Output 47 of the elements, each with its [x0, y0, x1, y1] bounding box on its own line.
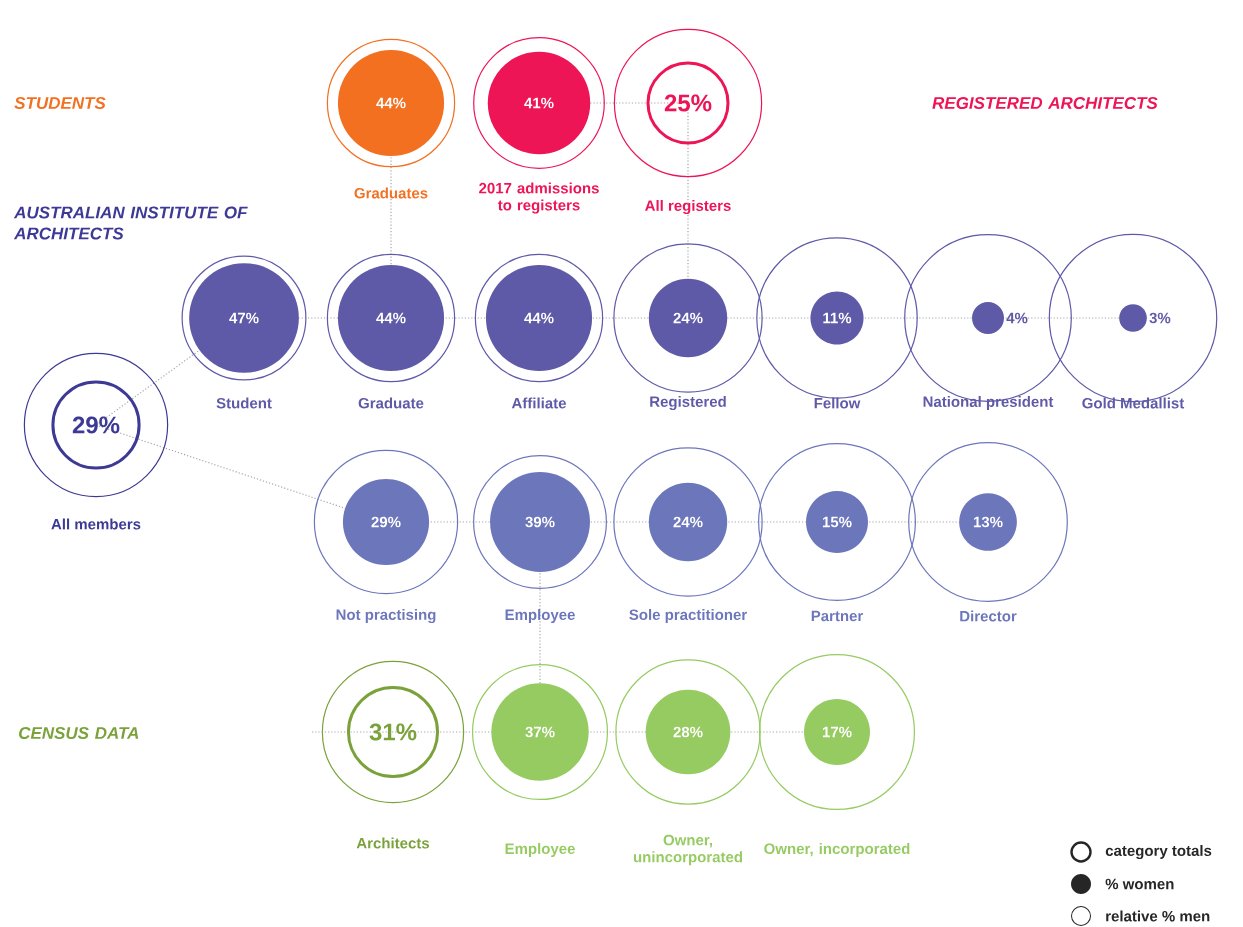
category-label: Graduate [358, 397, 424, 409]
data-label: 37% [525, 726, 555, 738]
category-label: Architects [356, 837, 430, 849]
data-label: 15% [822, 516, 852, 528]
category-label: Not practising [336, 608, 436, 624]
category-label: National president [923, 396, 1054, 410]
category-label: Owner, unincorporated [633, 834, 743, 866]
data-label: 39% [525, 516, 555, 528]
category-label: All registers [645, 199, 731, 215]
data-label: 3% [1149, 312, 1171, 324]
legend-label: CENSUS DATA [19, 726, 139, 740]
category-label: Director [960, 610, 1017, 622]
legend-label: AUSTRALIAN INSTITUTE OF ARCHITECTS [13, 206, 248, 240]
category-label: Sole practitioner [629, 609, 747, 623]
text: category totals [1105, 844, 1212, 860]
data-label: 29% [72, 416, 120, 434]
data-label: 31% [369, 723, 417, 741]
data-label: 25% [664, 94, 712, 112]
category-label: Employee [505, 843, 575, 857]
data-label: 24% [673, 516, 703, 528]
category-label: Graduates [354, 187, 428, 199]
data-label: 13% [973, 516, 1003, 528]
category-label: Gold Medallist [1082, 397, 1185, 409]
category-label: Affiliate [511, 397, 566, 409]
category-label: Fellow [814, 397, 861, 409]
data-label: 44% [376, 97, 406, 109]
data-label: 28% [673, 726, 703, 738]
category-label: 2017 admissions to registers [479, 182, 599, 214]
text: REGISTERED ARCHITECTS [932, 96, 1158, 110]
text: STUDENTS [14, 96, 106, 110]
data-label: 44% [524, 312, 554, 324]
text: % women [1105, 878, 1174, 890]
category-label: All members [51, 518, 141, 530]
category-label: Student [216, 397, 272, 409]
data-label: 41% [524, 97, 554, 109]
data-label: 4% [1006, 312, 1028, 324]
text: relative % men [1106, 910, 1210, 922]
data-label: 17% [822, 726, 852, 738]
category-label: Partner [811, 610, 864, 622]
category-label: Registered [650, 395, 726, 411]
data-label: 24% [673, 312, 703, 324]
data-label: 44% [376, 312, 406, 324]
data-label: 11% [823, 312, 852, 324]
category-label: Owner, incorporated [764, 843, 910, 857]
data-label: 29% [371, 516, 401, 528]
data-label: 47% [229, 312, 259, 324]
category-label: Employee [505, 609, 575, 623]
